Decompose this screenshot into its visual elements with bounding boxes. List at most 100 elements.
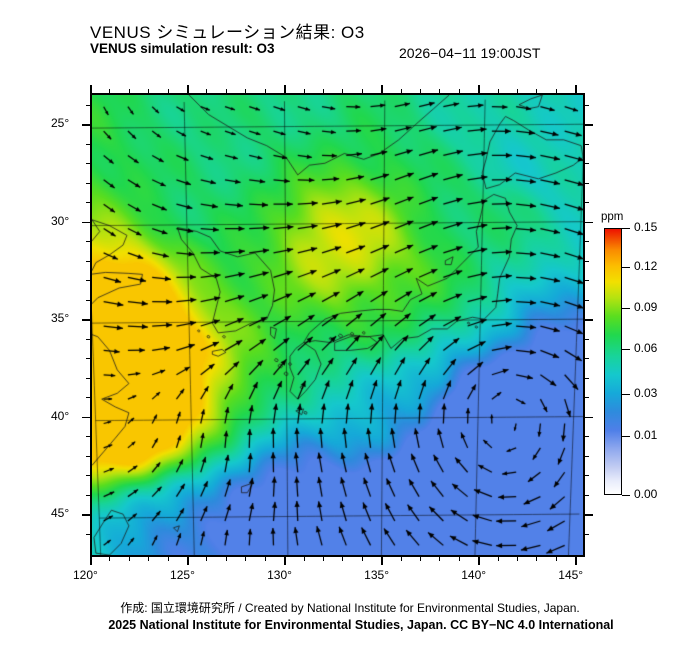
axis-tick — [86, 260, 90, 262]
axis-tick — [439, 89, 441, 93]
y-axis-tick-label: 35° — [51, 311, 70, 326]
axis-tick — [400, 557, 402, 561]
axis-tick — [458, 89, 460, 93]
axis-tick — [86, 494, 90, 496]
axis-tick — [90, 85, 92, 93]
axis-tick — [585, 319, 593, 321]
axis-tick — [82, 416, 90, 419]
colorbar-gradient — [604, 228, 622, 495]
axis-tick — [86, 338, 90, 340]
axis-tick — [342, 557, 344, 561]
axis-tick — [128, 557, 130, 561]
axis-tick — [86, 104, 90, 106]
axis-tick — [420, 89, 421, 93]
y-axis-tick-label: 40° — [51, 408, 70, 423]
axis-tick — [585, 338, 589, 340]
axis-tick — [303, 557, 305, 561]
axis-tick — [497, 557, 499, 561]
axis-tick — [575, 557, 577, 565]
axis-tick — [148, 89, 150, 93]
timestamp-label: 2026−04−11 19:00JST — [399, 45, 541, 61]
axis-tick — [478, 557, 480, 565]
axis-tick — [206, 557, 208, 561]
axis-tick — [264, 557, 266, 561]
axis-tick — [264, 89, 266, 93]
axis-tick — [585, 397, 589, 399]
axis-tick — [585, 475, 589, 477]
axis-tick — [585, 494, 589, 496]
colorbar-tick — [622, 436, 630, 438]
x-axis-tick-label: 140° — [461, 568, 487, 582]
axis-tick — [585, 202, 589, 204]
axis-tick — [585, 221, 593, 224]
axis-tick — [381, 557, 383, 565]
colorbar-tick — [622, 266, 630, 268]
colorbar-unit-label: ppm — [601, 211, 624, 223]
colorbar-tick-label: 0.01 — [634, 428, 658, 443]
axis-tick — [585, 124, 593, 126]
colorbar-tick-label: 0.12 — [634, 258, 658, 273]
axis-tick — [585, 299, 589, 301]
axis-tick — [381, 85, 383, 93]
axis-tick — [86, 436, 90, 438]
axis-tick — [536, 557, 538, 561]
axis-tick — [585, 377, 589, 379]
axis-tick — [361, 89, 363, 93]
y-axis-tick-label: 30° — [51, 213, 70, 228]
axis-tick — [420, 557, 421, 561]
x-axis-tick-label: 145° — [558, 568, 584, 582]
axis-tick — [536, 89, 538, 93]
axis-tick — [517, 89, 519, 93]
axis-tick — [109, 557, 111, 561]
axis-tick — [86, 182, 90, 184]
axis-tick — [585, 280, 589, 282]
axis-tick — [575, 85, 577, 93]
axis-tick — [167, 89, 169, 93]
axis-tick — [439, 557, 441, 561]
axis-tick — [517, 557, 519, 561]
axis-tick — [555, 89, 557, 93]
axis-tick — [585, 533, 589, 535]
axis-tick — [245, 557, 247, 561]
axis-tick — [90, 557, 92, 565]
axis-tick — [585, 416, 593, 419]
colorbar-tick — [622, 308, 630, 310]
map-plot-area — [90, 93, 585, 557]
axis-tick — [245, 89, 247, 93]
colorbar-tick — [622, 393, 630, 395]
axis-tick — [225, 89, 227, 93]
axis-tick — [585, 182, 589, 184]
axis-tick — [555, 557, 557, 561]
axis-tick — [284, 557, 286, 565]
axis-tick — [585, 455, 589, 457]
axis-tick — [86, 358, 90, 360]
axis-tick — [225, 557, 227, 561]
axis-tick — [167, 557, 169, 561]
axis-tick — [86, 299, 90, 301]
axis-tick — [86, 377, 90, 379]
axis-tick — [109, 89, 111, 93]
axis-tick — [82, 514, 90, 516]
x-axis-tick-label: 130° — [267, 568, 292, 582]
axis-tick — [585, 260, 589, 262]
axis-tick — [322, 557, 324, 561]
axis-tick — [400, 89, 402, 93]
credit-text: 作成: 国立環境研究所 / Created by National Instit… — [120, 601, 580, 615]
axis-tick — [86, 397, 90, 399]
axis-tick — [585, 514, 593, 516]
axis-tick — [86, 455, 90, 457]
colorbar — [604, 228, 622, 495]
y-axis-tick-label: 25° — [51, 116, 70, 131]
axis-tick — [585, 104, 589, 106]
axis-tick — [86, 475, 90, 477]
y-axis-tick-label: 45° — [51, 506, 70, 521]
axis-tick — [206, 89, 208, 93]
colorbar-tick-label: 0.06 — [634, 341, 658, 356]
axis-tick — [585, 358, 589, 360]
colorbar-tick-label: 0.03 — [634, 385, 658, 400]
wind-vector-overlay — [92, 95, 583, 555]
page-title-japanese: VENUS シミュレーション結果: O3 — [90, 23, 365, 42]
x-axis-tick-label: 135° — [364, 568, 389, 582]
colorbar-tick — [622, 228, 630, 229]
axis-tick — [82, 221, 90, 224]
